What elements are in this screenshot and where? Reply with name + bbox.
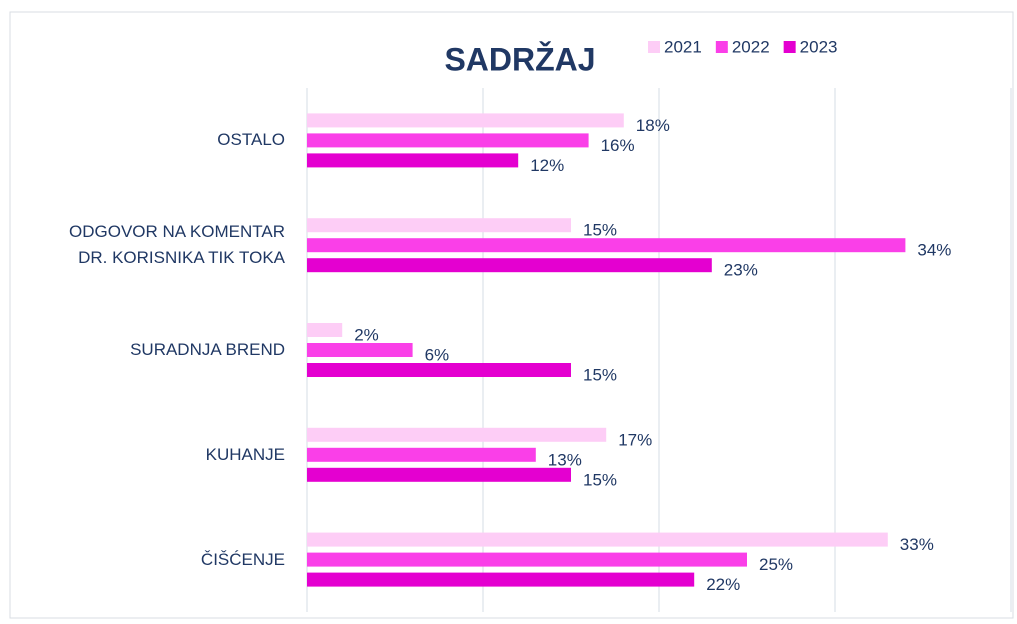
legend-label: 2023	[800, 37, 838, 56]
data-label: 17%	[618, 430, 652, 449]
legend-swatch	[715, 41, 728, 53]
data-label: 22%	[706, 575, 740, 594]
bar	[307, 323, 343, 337]
data-label: 25%	[759, 555, 793, 574]
bar	[307, 552, 747, 567]
bar	[307, 113, 624, 128]
bar	[307, 467, 571, 482]
legend-swatch	[648, 41, 660, 53]
data-label: 18%	[636, 116, 670, 135]
bar	[307, 363, 571, 377]
data-label: 15%	[583, 221, 617, 240]
data-label: 12%	[530, 156, 564, 175]
bar	[307, 427, 607, 442]
bar	[307, 218, 571, 233]
bar	[307, 153, 519, 168]
data-label: 2%	[354, 325, 379, 344]
y-tick-label: OSTALO	[217, 130, 285, 150]
legend-label: 2022	[732, 37, 770, 56]
y-tick-label: ČIŠĆENJE	[200, 549, 285, 569]
data-label: 23%	[724, 261, 758, 280]
data-label: 16%	[601, 136, 635, 155]
chart-border	[9, 11, 1014, 619]
bar	[307, 258, 712, 273]
bar	[307, 572, 695, 587]
bar	[307, 532, 888, 547]
bar	[307, 238, 906, 253]
legend-swatch	[783, 41, 796, 53]
data-label: 13%	[548, 450, 582, 469]
data-label: 33%	[900, 535, 934, 554]
bar	[307, 447, 536, 462]
y-tick-label: SURADNJA BREND	[130, 340, 285, 359]
data-label: 34%	[917, 241, 951, 260]
legend-label: 2021	[664, 37, 702, 56]
y-tick-label: ODGOVOR NA KOMENTAR DR. KORISNIKA TIK TO…	[69, 222, 285, 268]
data-label: 15%	[583, 365, 617, 384]
chart-title: SADRŽAJ	[444, 41, 595, 77]
y-tick-label: KUHANJE	[205, 444, 285, 464]
bar	[307, 343, 413, 357]
data-label: 15%	[583, 470, 617, 489]
bar	[307, 133, 589, 148]
data-label: 6%	[425, 345, 450, 364]
